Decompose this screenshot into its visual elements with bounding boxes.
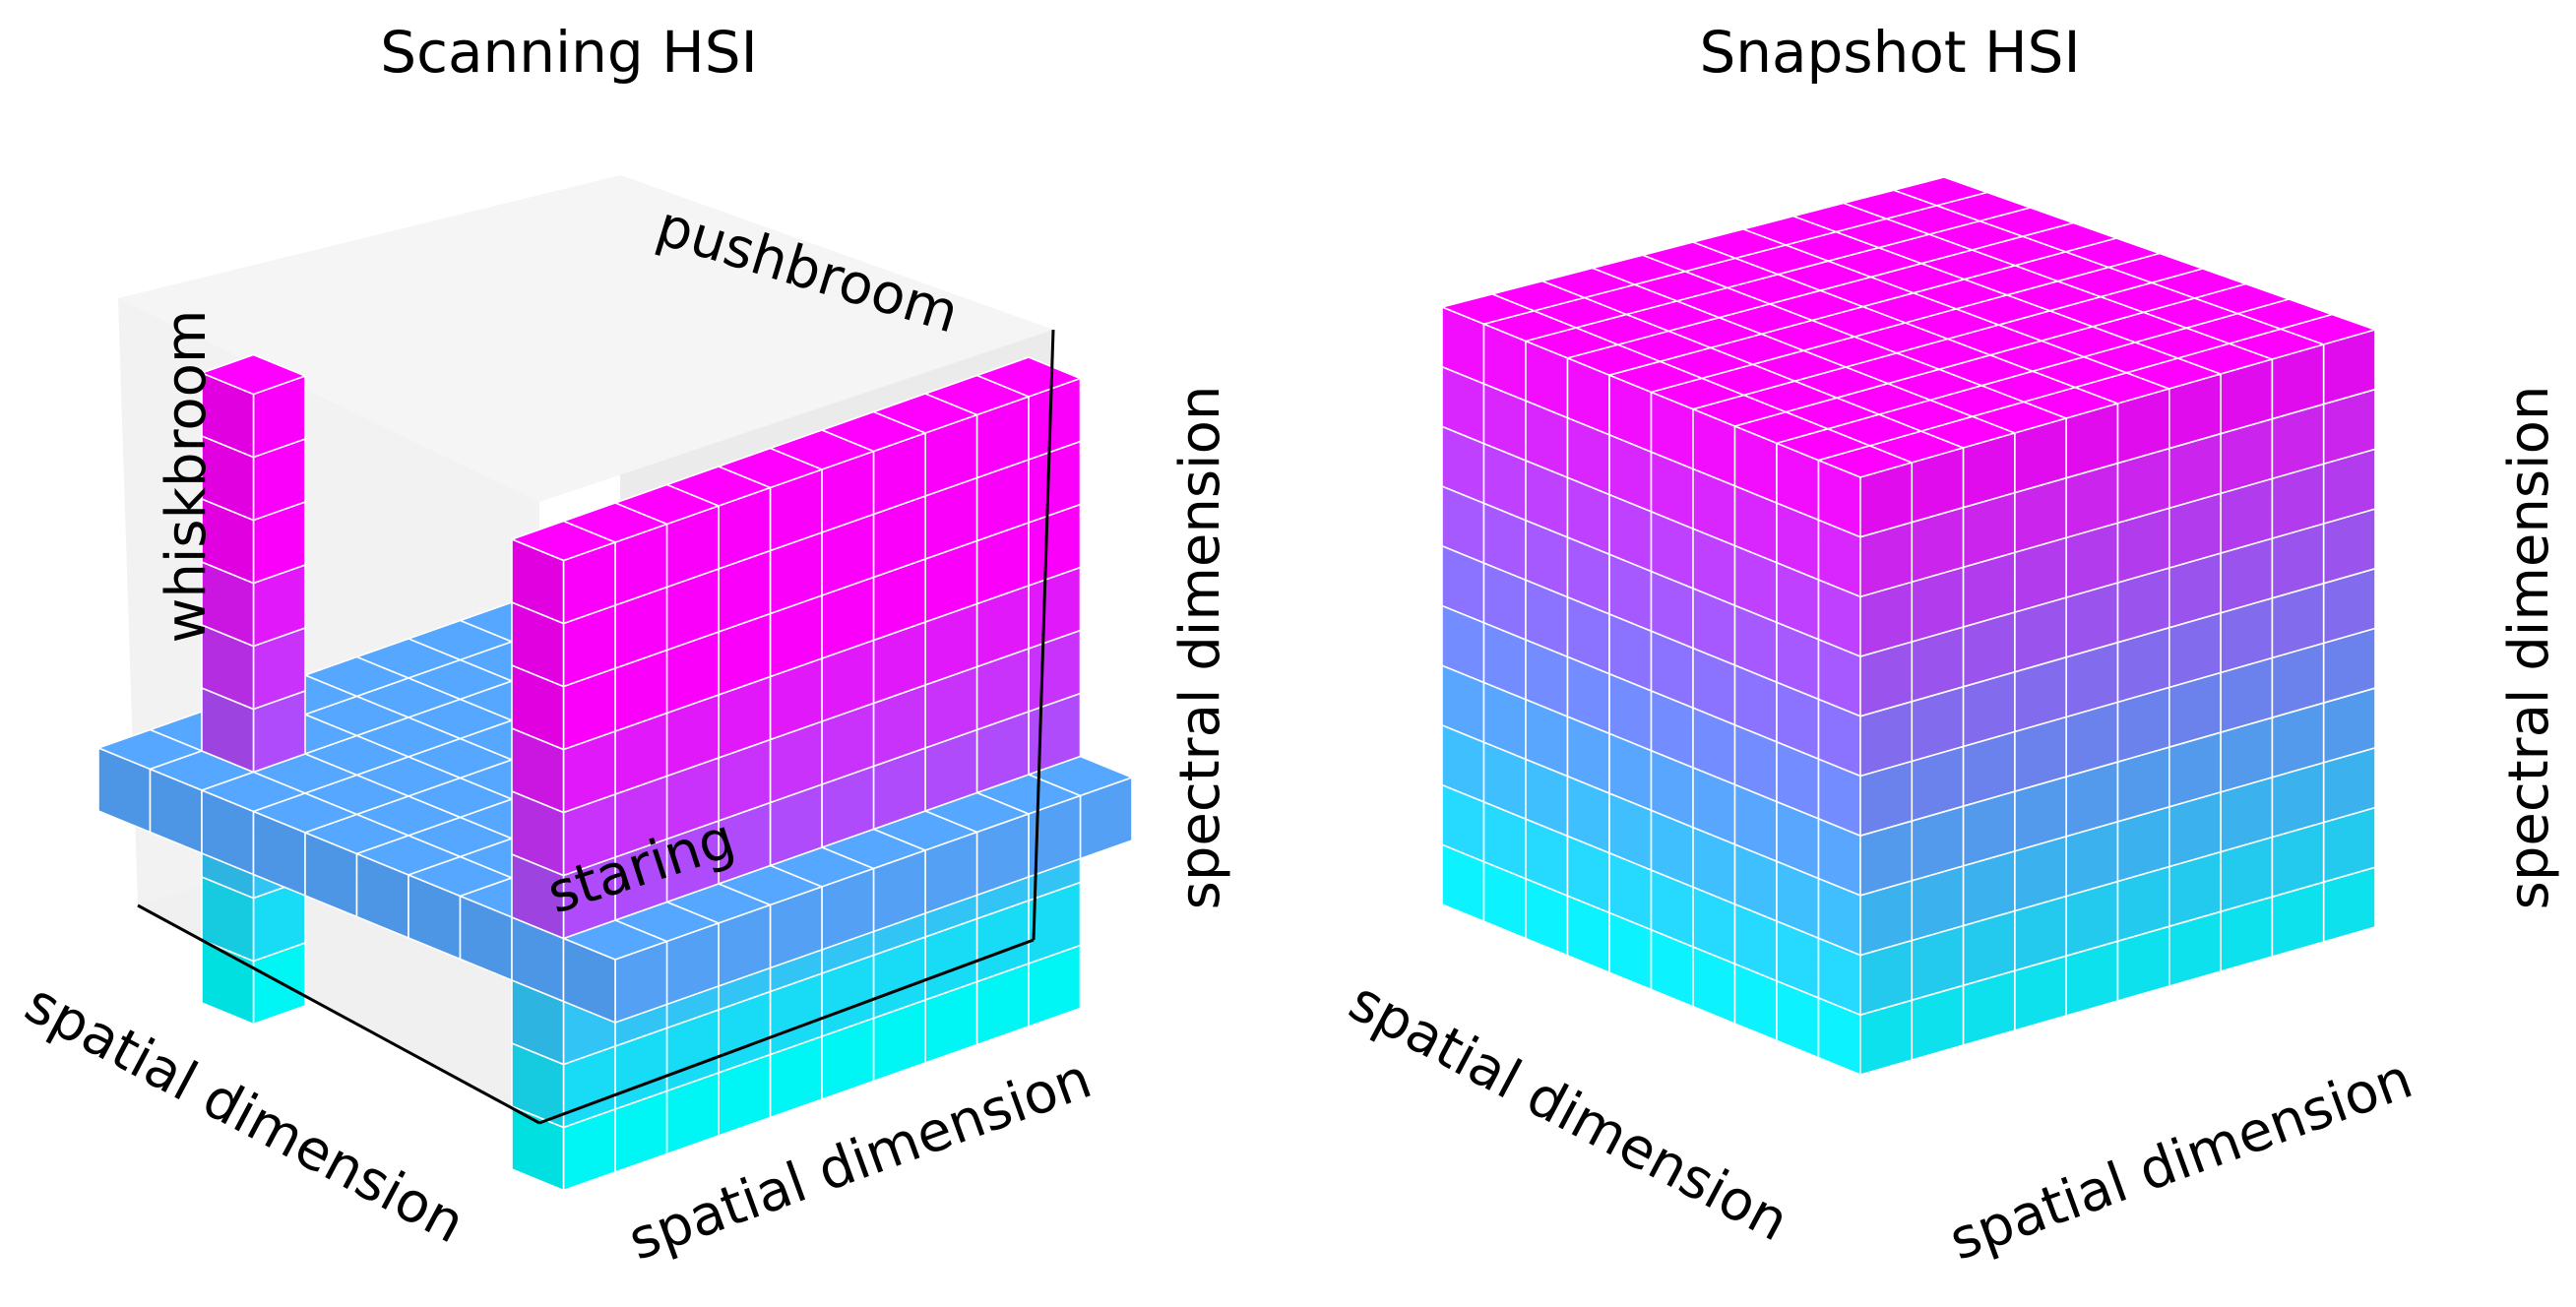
scanning-hsi-panel: Scanning HSI whiskbroom pushbroom starin… [15, 19, 1232, 1274]
pane-top-wall [118, 175, 1053, 502]
pushbroom-upper-plane [511, 356, 1082, 940]
snapshot-hsi-panel: Snapshot HSI spatial dimension spatial d… [1339, 19, 2561, 1274]
whisk-voxel-top [201, 353, 306, 396]
snapshot-y-axis-label: spatial dimension [1941, 1047, 2420, 1274]
push-voxel-right [511, 538, 565, 625]
snapshot-z-axis-label: spectral dimension [2497, 386, 2561, 910]
axis-line-z [1032, 329, 1055, 941]
snapshot-title: Snapshot HSI [1699, 19, 2080, 86]
scanning-axis-lines [137, 329, 1055, 1125]
scanning-title: Scanning HSI [380, 19, 757, 86]
axis-line-y [538, 938, 1035, 1125]
axis-line-x [137, 903, 540, 1125]
staring-voxel-right [562, 937, 616, 1024]
snapshot-data-cube [1441, 176, 2376, 1076]
scanning-z-axis-label: spectral dimension [1168, 386, 1232, 910]
cube-right-voxel [2322, 866, 2376, 943]
whiskbroom-upper-column [201, 353, 306, 774]
whiskbroom-label: whiskbroom [155, 310, 219, 644]
